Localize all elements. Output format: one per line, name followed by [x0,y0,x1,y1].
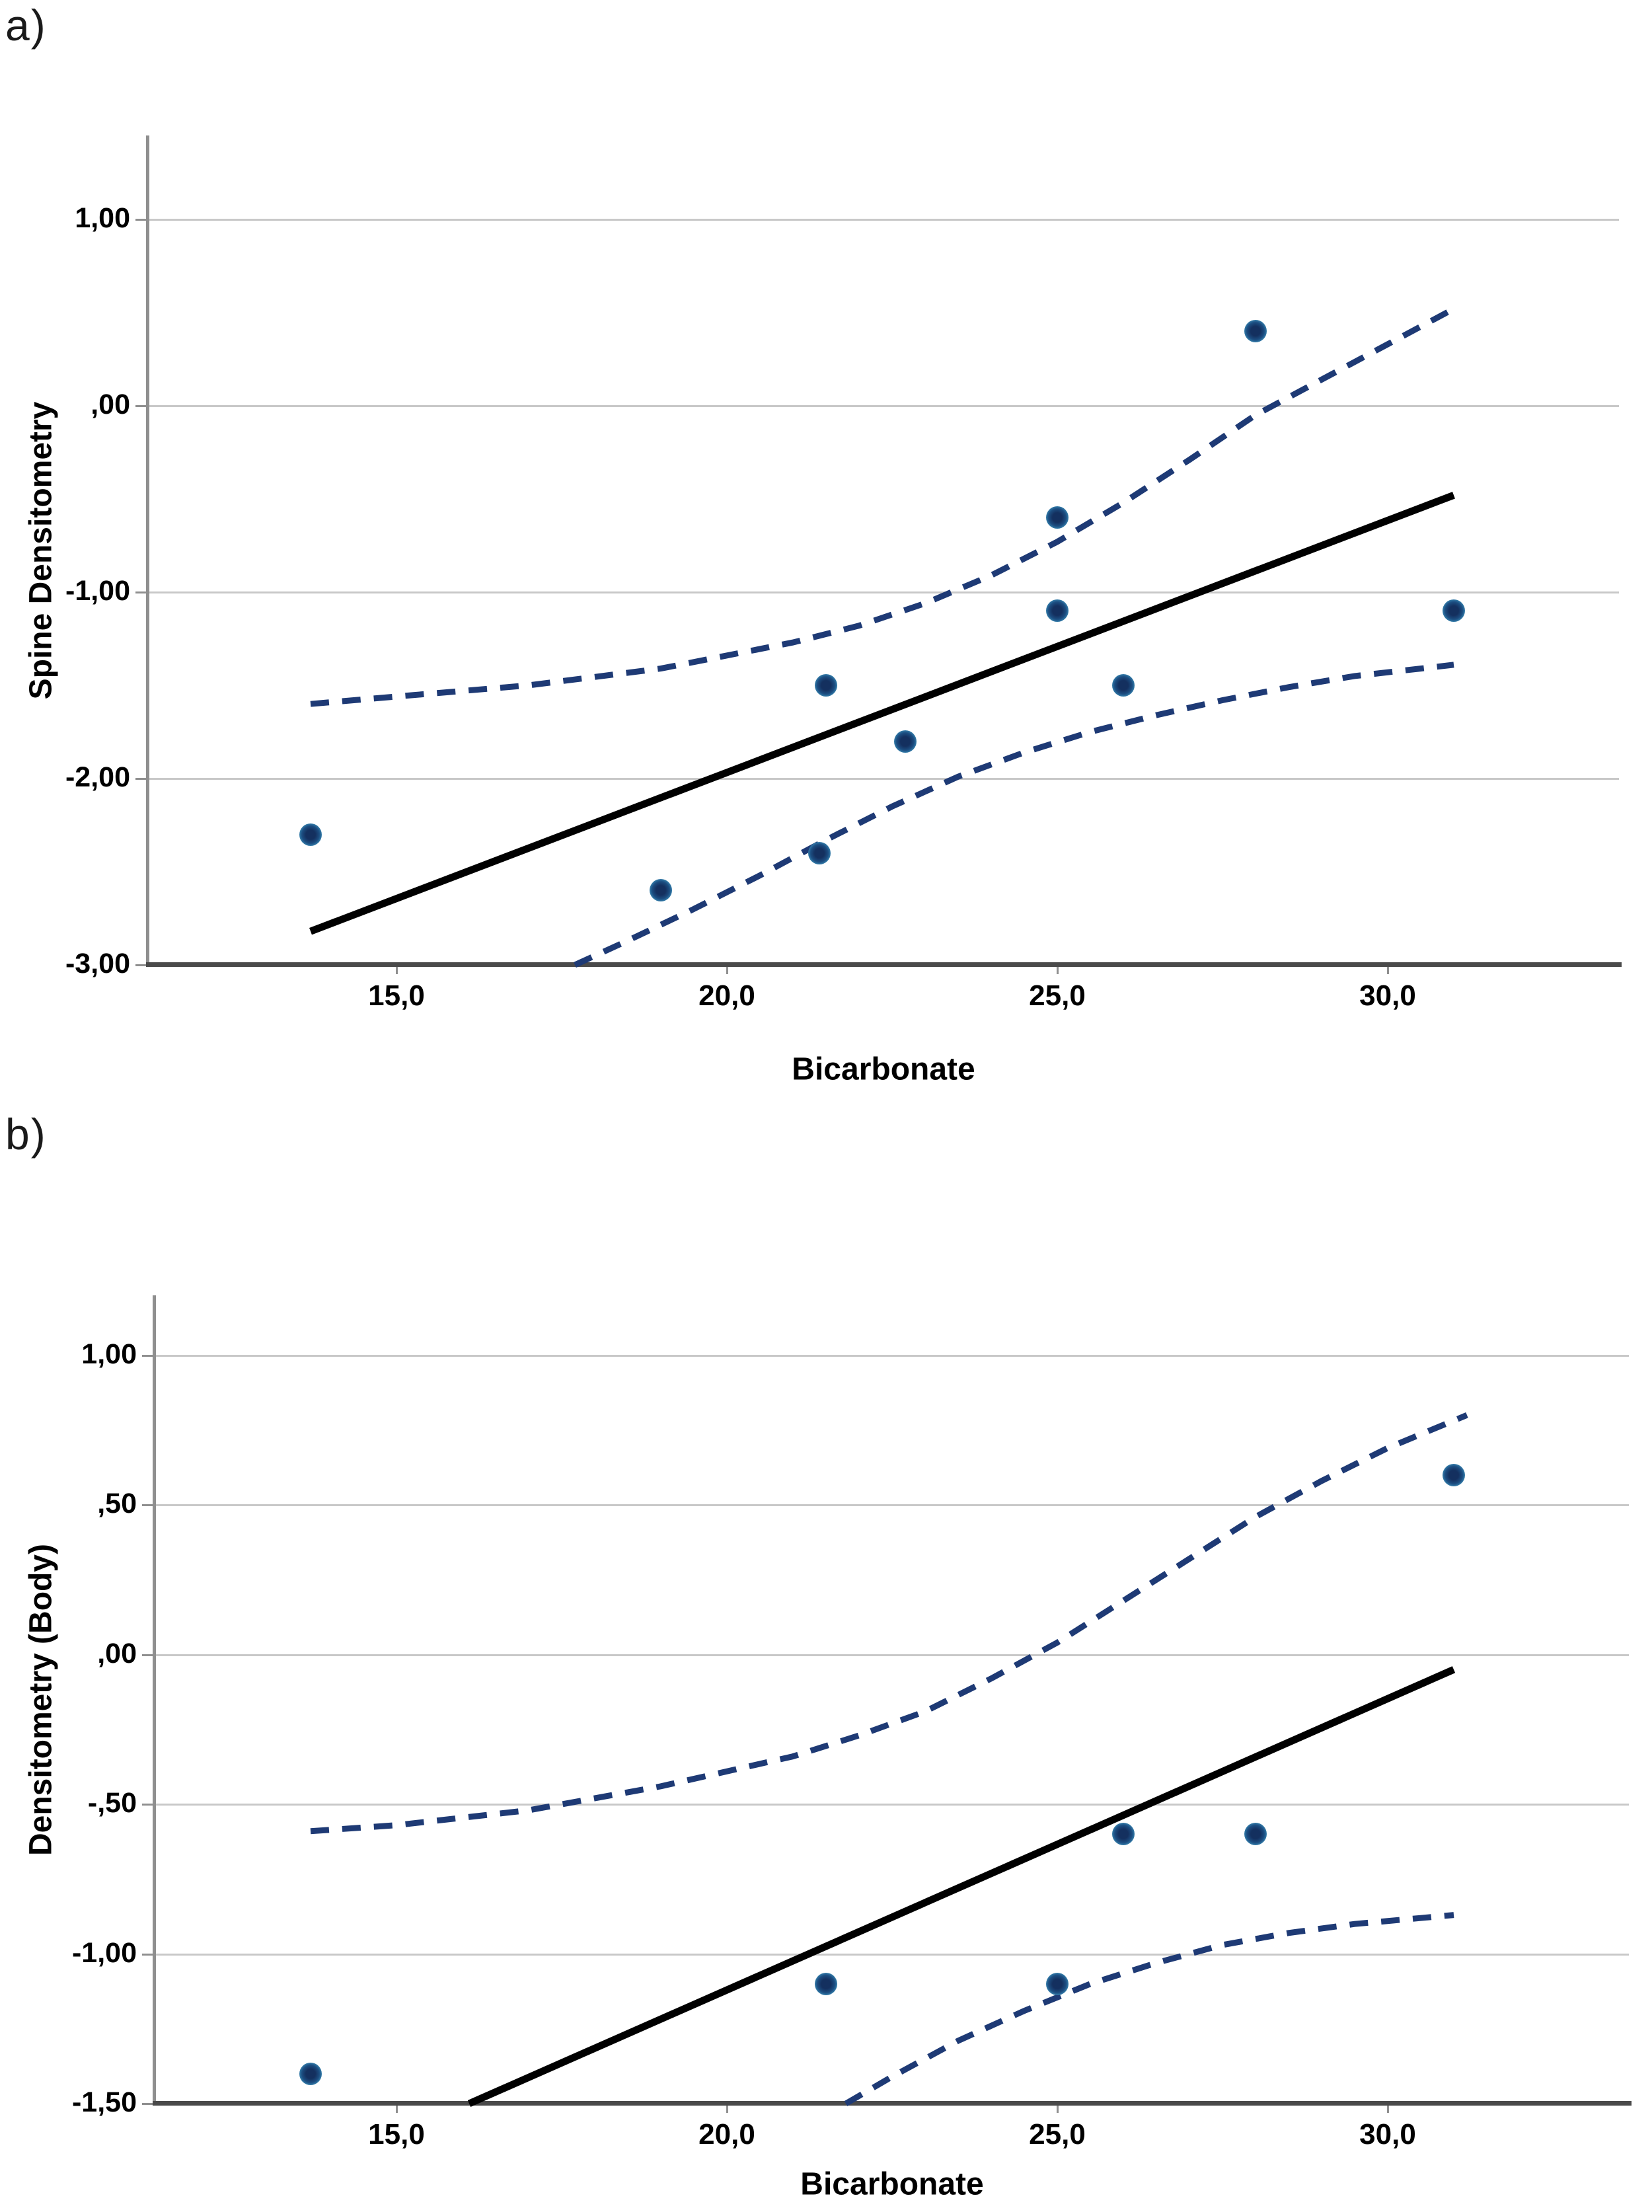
y-axis-spine [153,1295,156,2104]
data-point [808,841,831,864]
y-tick-label: -2,00 [65,761,130,793]
y-axis-spine [146,135,149,965]
y-gridline [149,404,1619,407]
data-point [1046,599,1069,623]
data-point [1046,506,1069,529]
x-tick-label: 15,0 [368,2118,425,2151]
y-gridline [155,1354,1629,1357]
x-tick-label: 25,0 [1029,979,1086,1012]
y-tick-label: -1,50 [71,2086,137,2118]
data-point [1244,1823,1267,1846]
x-tick-label: 15,0 [368,979,425,1012]
y-tick-label: ,50 [97,1488,137,1520]
y-tick-mark [135,964,147,966]
x-tick-mark [396,2104,398,2113]
y-tick-label: ,00 [91,388,130,420]
y-gridline [155,1504,1629,1507]
y-gridline [149,218,1619,221]
fit-and-confidence-layer [310,1412,1468,2108]
y-tick-label: -3,00 [65,948,130,979]
x-tick-mark [1057,2104,1059,2113]
confidence-band-lower [574,662,1454,968]
y-tick-mark [142,1804,154,1806]
x-tick-mark [726,965,728,974]
confidence-band-upper [310,306,1456,707]
data-point [1046,1972,1069,1995]
x-tick-label: 30,0 [1359,979,1416,1012]
y-axis-title-spine-densitometry: Spine Densitometry [23,401,59,700]
y-tick-mark [135,404,147,407]
y-tick-mark [142,1354,154,1357]
x-tick-mark [1387,2104,1389,2113]
y-tick-mark [135,218,147,221]
y-tick-mark [142,2103,154,2105]
y-tick-mark [142,1654,154,1656]
data-point [299,2062,322,2085]
regression-line [309,492,1455,935]
y-tick-mark [135,777,147,780]
data-point [299,823,322,846]
panel-label-a: a) [5,1,47,50]
data-point [1244,320,1267,343]
fit-and-confidence-layer [309,306,1456,968]
y-gridline [155,1953,1629,1956]
regression-line [467,1666,1456,2108]
y-tick-label: 1,00 [81,1338,137,1370]
data-point [1443,599,1465,623]
plot-area-b: 1,00 ,50 ,00 -,50 -1,00 -1,50 15,0 20,0 25,0 30,0 [72,1295,1632,2151]
y-tick-label: -,50 [87,1787,137,1819]
x-axis-spine [153,2101,1632,2106]
y-tick-label: -1,00 [65,574,130,607]
y-gridline [149,591,1619,593]
y-tick-mark [135,591,147,593]
confidence-band-lower [844,1912,1454,2106]
x-tick-mark [726,2104,728,2113]
y-gridline [155,1654,1629,1656]
panel-label-b: b) [5,1110,47,1159]
x-tick-mark [396,965,398,974]
x-axis-spine [146,962,1622,967]
x-tick-label: 30,0 [1359,2118,1416,2151]
data-point [650,879,672,902]
x-axis-title-bicarbonate-a: Bicarbonate [792,1051,975,1087]
x-tick-label: 25,0 [1029,2118,1086,2151]
y-gridline [149,777,1619,780]
confidence-band-upper [310,1412,1468,1835]
data-point [815,1972,837,1995]
x-tick-label: 20,0 [698,2118,755,2151]
data-point [1112,1823,1135,1846]
x-tick-mark [1057,965,1059,974]
data-point [894,730,917,753]
data-point [1443,1463,1465,1486]
plot-area-a: 1,00 ,00 -1,00 -2,00 -3,00 15,0 20,0 25,0 30,0 [65,135,1622,1012]
x-tick-mark [1387,965,1389,974]
x-axis-title-bicarbonate-b: Bicarbonate [800,2166,984,2202]
data-point [1112,673,1135,697]
y-tick-mark [142,1953,154,1956]
y-tick-label: ,00 [97,1637,137,1669]
y-gridline [155,1804,1629,1806]
y-tick-label: 1,00 [75,202,130,234]
y-tick-label: -1,00 [71,1936,137,1969]
x-tick-label: 20,0 [698,979,755,1012]
data-point [815,673,837,697]
y-tick-mark [142,1504,154,1507]
